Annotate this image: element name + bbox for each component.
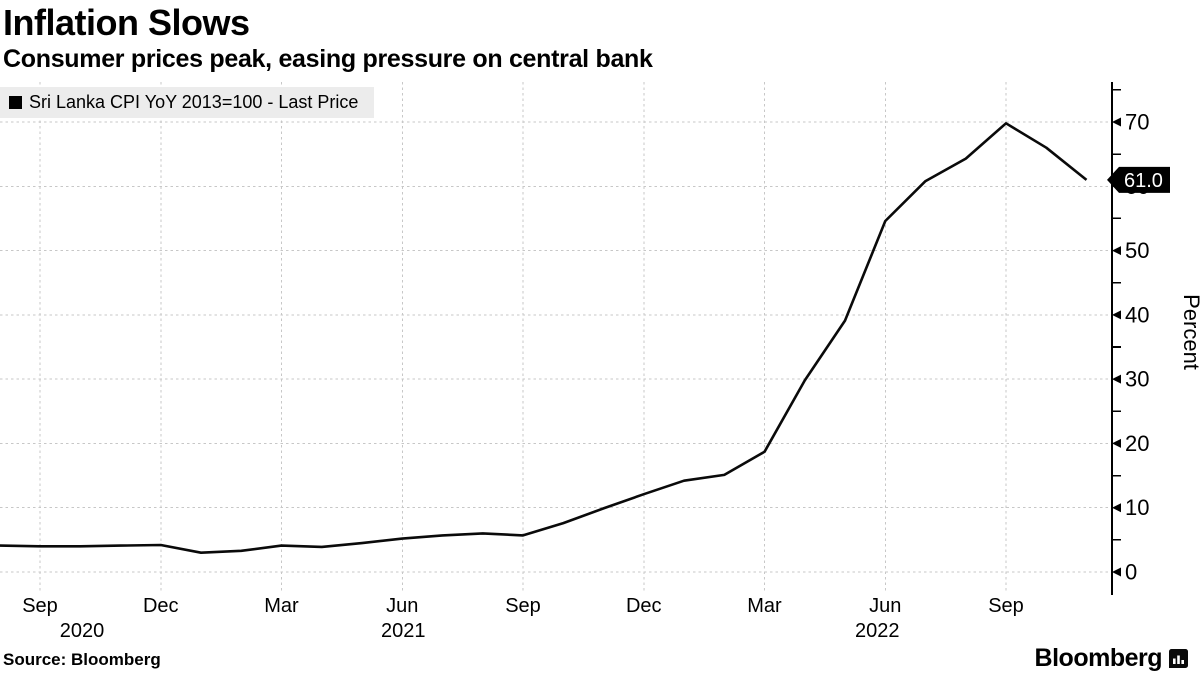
legend-label: Sri Lanka CPI YoY 2013=100 - Last Price [29, 92, 359, 112]
y-tick-label: 0 [1125, 560, 1137, 585]
x-year-label: 2022 [855, 620, 900, 642]
bloomberg-brand: Bloomberg [1035, 644, 1188, 673]
page-title: Inflation Slows [3, 2, 250, 43]
y-tick-label: 30 [1125, 367, 1149, 392]
x-tick-label: Jun [869, 595, 901, 617]
source-note: Source: Bloomberg [3, 650, 161, 669]
y-tick-label: 40 [1125, 302, 1149, 327]
page-subtitle: Consumer prices peak, easing pressure on… [3, 45, 653, 73]
x-year-label: 2020 [60, 620, 105, 642]
x-tick-label: Sep [988, 595, 1024, 617]
legend: Sri Lanka CPI YoY 2013=100 - Last Price [0, 87, 375, 118]
bloomberg-wordmark: Bloomberg [1034, 644, 1163, 672]
y-tick-label: 50 [1125, 238, 1149, 263]
x-year-label: 2021 [381, 620, 426, 642]
y-tick-label: 70 [1125, 110, 1149, 135]
cpi-line-series [0, 122, 1088, 555]
gridlines [0, 82, 1112, 592]
x-tick-label: Mar [747, 595, 782, 617]
y-tick-label: 20 [1125, 431, 1149, 456]
bar-chart-bubble-icon [1169, 649, 1188, 668]
last-price-flag: 61.0 [1107, 166, 1170, 193]
x-tick-label: Jun [386, 595, 418, 617]
x-tick-label: Mar [264, 595, 299, 617]
y-axis: 010203040506070Percent [1111, 82, 1200, 595]
y-tick-label: 10 [1125, 495, 1149, 520]
y-axis-title: Percent [1179, 294, 1200, 370]
x-tick-label: Dec [143, 595, 179, 617]
x-tick-label: Dec [626, 595, 662, 617]
legend-swatch-icon [9, 96, 22, 109]
x-tick-label: Sep [505, 595, 541, 617]
last-price-label: 61.0 [1124, 170, 1163, 192]
x-tick-label: Sep [22, 595, 58, 617]
